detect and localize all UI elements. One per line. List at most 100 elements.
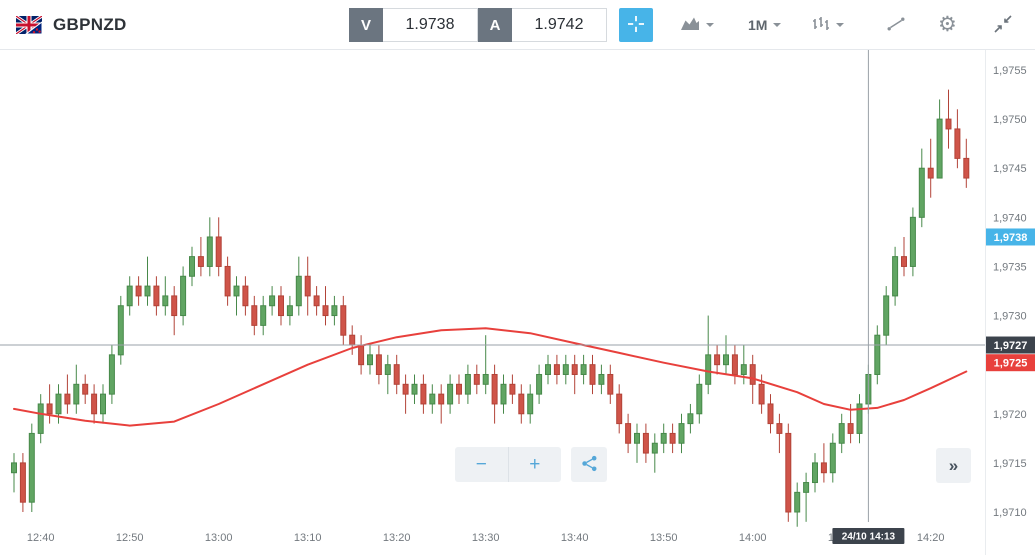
candle: [82, 383, 89, 395]
candle: [838, 423, 845, 444]
y-axis-label: 1,9745: [993, 163, 1027, 175]
candle: [197, 256, 204, 267]
crosshair-icon: [627, 15, 645, 36]
y-axis-label: 1,9730: [993, 311, 1027, 323]
candle: [598, 373, 605, 385]
candle: [322, 305, 329, 317]
x-axis-label: 13:20: [383, 532, 411, 544]
sell-button[interactable]: V: [349, 8, 383, 42]
candle: [945, 118, 952, 130]
collapse-button[interactable]: [994, 8, 1012, 42]
candle: [758, 383, 765, 405]
candle: [100, 393, 106, 415]
share-icon: [581, 455, 598, 475]
candle: [206, 236, 213, 267]
candle: [874, 334, 881, 375]
symbol-title: GBPNZD: [53, 15, 127, 34]
zoom-in-button[interactable]: +: [507, 447, 562, 482]
zoom-controls: − +: [455, 447, 561, 482]
share-button[interactable]: [571, 447, 607, 482]
candle: [527, 393, 534, 415]
x-axis-label: 12:50: [116, 532, 144, 544]
candle: [545, 364, 551, 375]
candle: [714, 354, 721, 366]
candle: [375, 354, 382, 375]
candle: [589, 364, 596, 385]
indicators-button[interactable]: [886, 8, 906, 42]
candle: [162, 295, 169, 307]
zoom-out-button[interactable]: −: [455, 447, 508, 482]
area-chart-icon: [680, 16, 700, 34]
timeframe-label: 1M: [748, 17, 768, 33]
candle: [233, 285, 240, 297]
candle: [295, 275, 302, 307]
ma-value-badge: [986, 354, 1035, 372]
candle: [767, 403, 774, 425]
x-axis-label: 13:00: [205, 532, 233, 544]
gbpnzd-flag-icon: [16, 16, 42, 34]
svg-text:1,9727: 1,9727: [994, 340, 1028, 352]
candle: [634, 432, 640, 444]
candle: [464, 373, 471, 395]
candle: [224, 265, 231, 297]
buy-price: 1.9742: [512, 8, 607, 42]
gear-icon: ⚙: [938, 13, 957, 36]
y-axis-label: 1,9750: [993, 114, 1027, 126]
x-axis-label: 12:40: [27, 532, 55, 544]
candle: [518, 393, 525, 415]
candle: [491, 373, 498, 405]
candle: [304, 275, 311, 297]
candle: [616, 393, 623, 425]
candles-layer: [11, 89, 970, 527]
candle: [260, 305, 267, 326]
candle: [153, 285, 160, 307]
candle: [64, 393, 71, 405]
candle: [829, 442, 836, 474]
svg-text:24/10 14:13: 24/10 14:13: [842, 532, 896, 543]
chevron-down-icon: [773, 23, 782, 27]
candle: [144, 285, 151, 297]
candle: [749, 364, 756, 385]
y-axis-label: 1,9735: [993, 261, 1027, 273]
candle: [954, 128, 961, 159]
candle: [171, 295, 178, 317]
candle: [278, 295, 284, 317]
y-axis-label: 1,9755: [993, 65, 1027, 77]
candle: [847, 423, 854, 434]
candle: [482, 373, 489, 385]
candle: [918, 167, 925, 218]
settings-button[interactable]: ⚙: [938, 8, 957, 42]
candle: [723, 354, 729, 366]
chart-type-dropdown[interactable]: [680, 8, 714, 42]
sell-price: 1.9738: [383, 8, 478, 42]
x-axis-label: 14:20: [917, 532, 945, 544]
candle: [740, 364, 747, 375]
candle: [367, 354, 373, 366]
candle: [909, 216, 916, 267]
candle: [384, 364, 391, 375]
candle: [651, 442, 658, 454]
candle: [678, 423, 685, 444]
toolbar: GBPNZD V 1.9738 A 1.9742 1M: [0, 0, 1035, 50]
buy-button[interactable]: A: [478, 8, 512, 42]
candle: [473, 373, 480, 385]
timeframe-dropdown[interactable]: 1M: [748, 8, 782, 42]
svg-text:1,9738: 1,9738: [994, 232, 1028, 244]
candle: [126, 285, 133, 307]
chart-style-dropdown[interactable]: [812, 8, 844, 42]
candle: [571, 364, 578, 375]
ohlc-bars-icon: [812, 16, 830, 35]
candle: [180, 275, 187, 317]
price-chart[interactable]: 1,9755 1,9750 1,9745 1,9740 1,9735 1,9730 1,97…: [0, 50, 1035, 555]
collapse-arrows-icon: [994, 14, 1012, 36]
candle: [420, 383, 427, 405]
candle: [135, 285, 142, 297]
candle: [429, 393, 436, 405]
crosshair-tool-button[interactable]: [619, 8, 653, 42]
expand-panel-button[interactable]: »: [936, 448, 971, 483]
candle: [251, 305, 258, 326]
candle: [927, 167, 934, 179]
x-axis-label: 13:10: [294, 532, 322, 544]
candle: [669, 432, 676, 444]
